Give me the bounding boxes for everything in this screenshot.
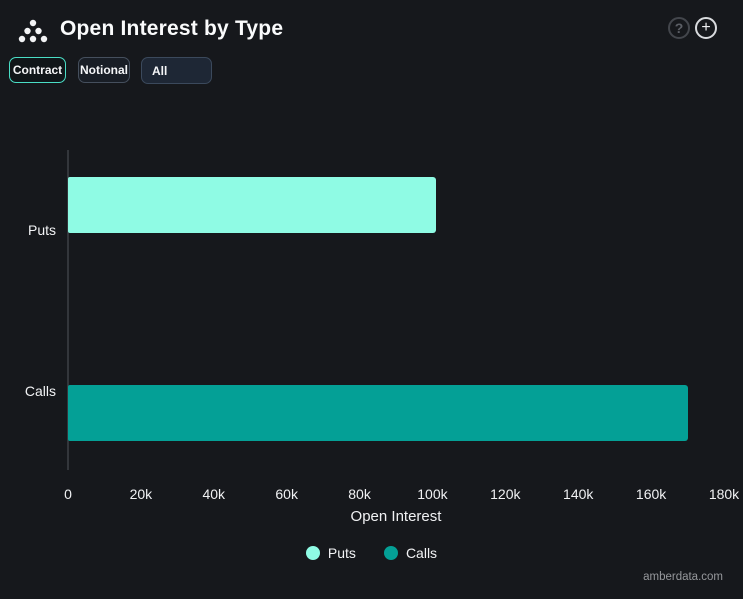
category-label-calls: Calls [24, 383, 56, 399]
contract-toggle-button[interactable]: Contract [9, 57, 66, 83]
x-axis-title: Open Interest [350, 508, 442, 525]
x-tick-20k: 20k [129, 486, 153, 502]
x-tick-160k: 160k [635, 486, 667, 502]
legend-swatch-calls [383, 546, 398, 560]
x-tick-140k: 140k [563, 486, 594, 502]
amberdata-dots-logo-icon [18, 19, 48, 43]
help-icon[interactable]: ? [668, 17, 690, 39]
legend-swatch-puts [305, 546, 320, 560]
add-icon[interactable]: + [695, 17, 717, 39]
notional-toggle-button[interactable]: Notional [78, 57, 130, 83]
watermark-text: amberdata.com [643, 571, 723, 583]
category-label-puts: Puts [27, 222, 56, 238]
x-tick-120k: 120k [490, 486, 521, 502]
type-filter-dropdown[interactable]: All [141, 57, 212, 84]
chart-legend: Puts Calls [0, 545, 743, 561]
legend-label-puts: Puts [327, 545, 356, 561]
x-tick-180k: 180k [708, 486, 740, 502]
legend-label-calls: Calls [405, 545, 438, 561]
x-tick-100k: 100k [417, 486, 448, 502]
x-tick-60k: 60k [275, 486, 298, 502]
bar-puts[interactable] [68, 177, 436, 233]
page-title: Open Interest by Type [60, 17, 284, 40]
legend-item-calls[interactable]: Calls [383, 545, 438, 561]
y-axis-line [67, 150, 69, 470]
x-tick-80k: 80k [348, 486, 371, 502]
x-tick-40k: 40k [202, 486, 226, 502]
legend-item-puts[interactable]: Puts [305, 545, 356, 561]
bar-calls[interactable] [68, 385, 688, 441]
x-tick-0: 0 [64, 486, 72, 502]
